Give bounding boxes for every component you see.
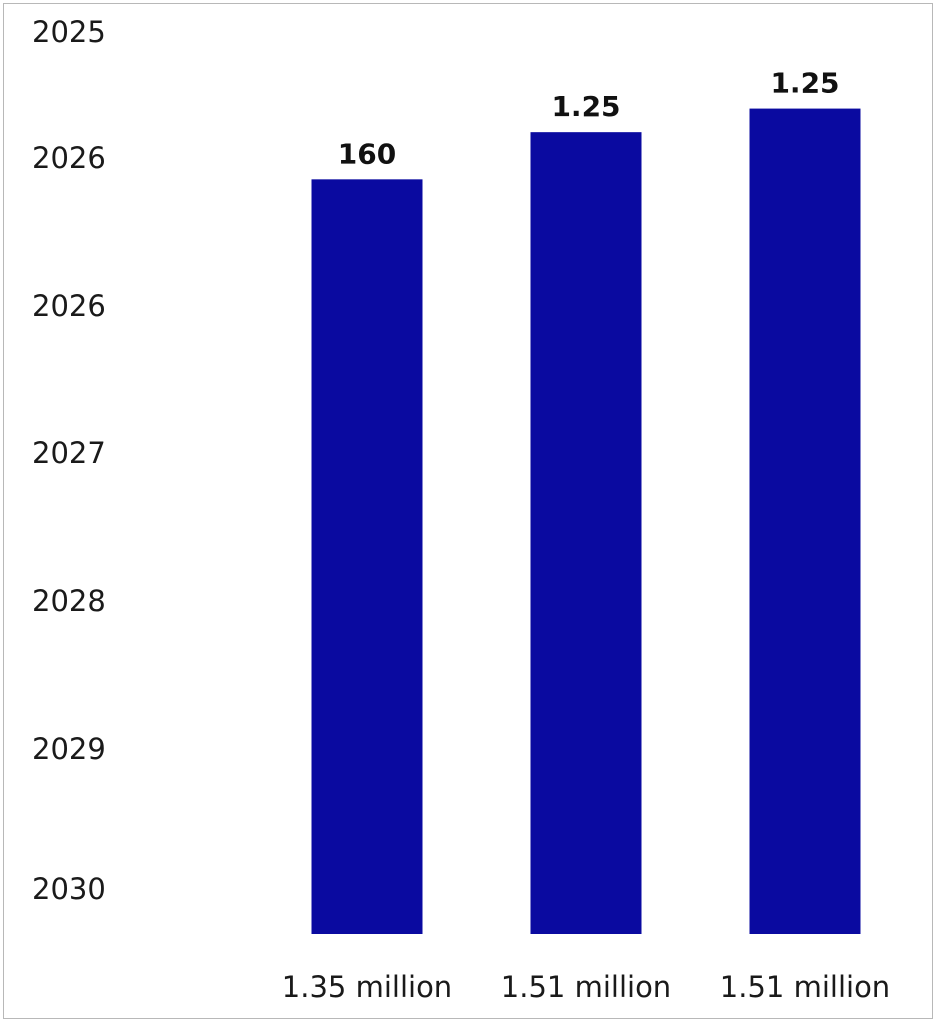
- y-tick-label: 2025: [32, 15, 106, 49]
- data-label: 1.25: [551, 90, 620, 123]
- y-axis-ticks: 2025 2026 2026 2027 2028 2029 2030: [32, 15, 106, 906]
- data-labels: 160 1.25 1.25: [338, 67, 840, 171]
- bar: [749, 108, 861, 935]
- y-tick-label: 2026: [32, 141, 106, 175]
- x-tick-label: 1.51 million: [720, 970, 890, 1004]
- y-tick-label: 2029: [32, 732, 106, 766]
- data-label: 160: [338, 137, 396, 170]
- x-axis-ticks: 1.35 million 1.51 million 1.51 million: [282, 970, 890, 1004]
- y-tick-label: 2030: [32, 872, 106, 906]
- x-tick-label: 1.35 million: [282, 970, 452, 1004]
- data-label: 1.25: [770, 67, 839, 100]
- x-tick-label: 1.51 million: [501, 970, 671, 1004]
- y-tick-label: 2027: [32, 436, 106, 470]
- y-tick-label: 2028: [32, 584, 106, 618]
- bar: [311, 179, 423, 935]
- chart-frame: [3, 3, 933, 1019]
- bars: [311, 108, 861, 935]
- bar: [530, 132, 642, 934]
- y-tick-label: 2026: [32, 289, 106, 323]
